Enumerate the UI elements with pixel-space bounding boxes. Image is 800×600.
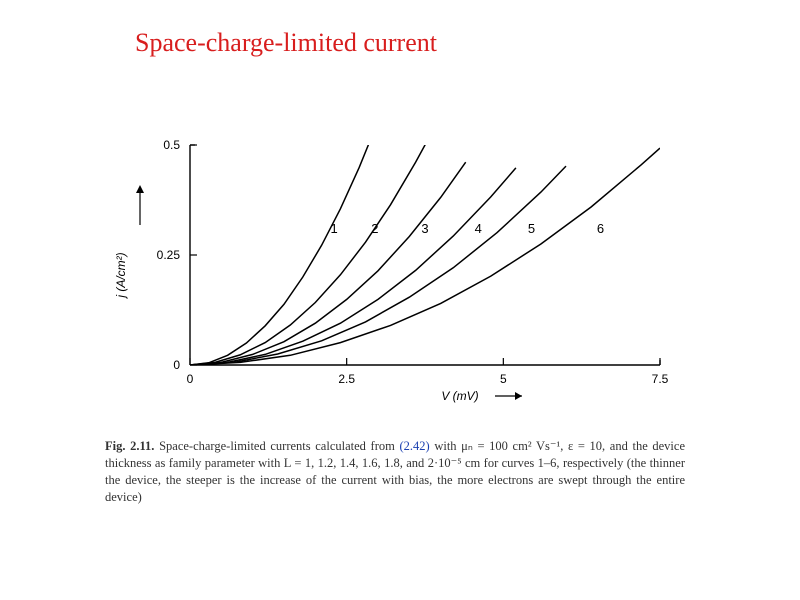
svg-text:4: 4 <box>475 221 482 236</box>
svg-text:2: 2 <box>371 221 378 236</box>
svg-text:3: 3 <box>421 221 428 236</box>
svg-text:7.5: 7.5 <box>652 372 669 386</box>
page-title: Space-charge-limited current <box>135 28 437 58</box>
figure-label: Fig. 2.11. <box>105 439 154 453</box>
sclc-chart: 0 2.5 5 7.5 0 0.25 0.5 V (mV) j (A/cm²) 1 2 3 4 5 6 <box>95 135 695 415</box>
svg-text:0.25: 0.25 <box>157 248 181 262</box>
svg-text:5: 5 <box>528 221 535 236</box>
equation-ref: (2.42) <box>399 439 429 453</box>
svg-text:6: 6 <box>597 221 604 236</box>
svg-text:j (A/cm²): j (A/cm²) <box>114 252 128 299</box>
svg-text:1: 1 <box>331 221 338 236</box>
chart-svg: 0 2.5 5 7.5 0 0.25 0.5 V (mV) j (A/cm²) 1 2 3 4 5 6 <box>95 135 695 415</box>
caption-pre: Space-charge-limited currents calculated… <box>154 439 399 453</box>
svg-text:0.5: 0.5 <box>163 138 180 152</box>
svg-text:5: 5 <box>500 372 507 386</box>
svg-text:2.5: 2.5 <box>338 372 355 386</box>
svg-text:V (mV): V (mV) <box>441 389 478 403</box>
svg-text:0: 0 <box>187 372 194 386</box>
figure-caption: Fig. 2.11. Space-charge-limited currents… <box>105 438 685 506</box>
svg-text:0: 0 <box>173 358 180 372</box>
